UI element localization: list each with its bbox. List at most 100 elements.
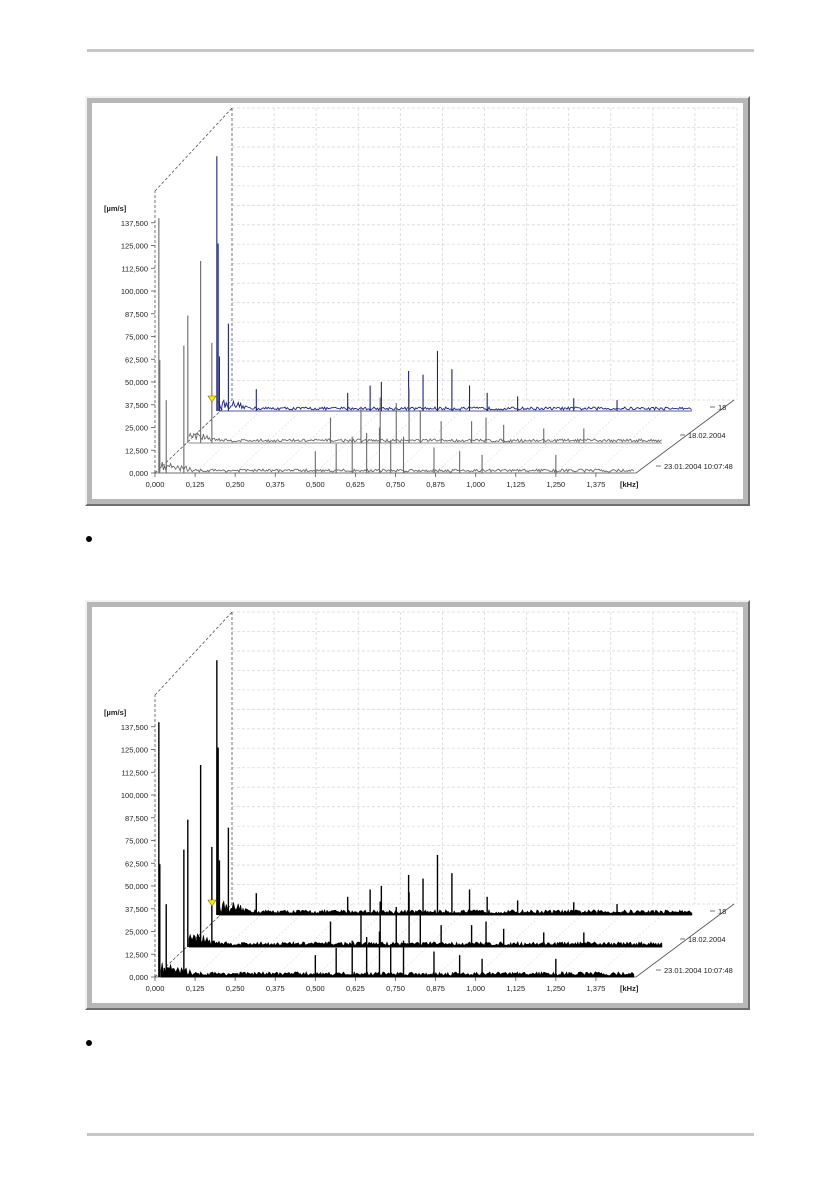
x-tick-label: 0,500 <box>306 984 325 993</box>
y-axis-label: [µm/s] <box>104 708 127 717</box>
floor-grid-line <box>475 399 553 474</box>
x-tick-label: 0,250 <box>226 984 245 993</box>
y-tick-label: 112,500 <box>121 768 148 777</box>
spectrum-series-2 <box>187 765 663 948</box>
spectrum-series-3 <box>216 156 692 412</box>
y-tick-label: 62,500 <box>125 859 148 868</box>
floor-grid-line <box>475 903 553 978</box>
x-tick-label: 0,125 <box>186 480 205 489</box>
depth-axis-line <box>635 903 735 978</box>
spectrum-trace-1 <box>160 461 635 473</box>
y-tick-label: 37,500 <box>125 401 148 410</box>
x-tick-label: 0,125 <box>186 984 205 993</box>
y-tick-label: 137,500 <box>121 723 148 732</box>
y-tick-label: 75,000 <box>125 333 148 342</box>
x-tick-label: 0,875 <box>426 480 445 489</box>
x-tick-label: 1,000 <box>466 480 485 489</box>
x-axis-ticks: 0,000 0,125 0,250 0,375 0,500 0,625 0,750 0,875… <box>146 977 606 993</box>
y-tick-label: 12,500 <box>125 950 148 959</box>
frame-top-diagonal <box>154 611 233 696</box>
spectrum-series-2 <box>187 261 662 444</box>
frame-top-diagonal <box>154 107 233 192</box>
depth-label: 18 <box>718 403 726 412</box>
floor-grid-line <box>395 399 473 474</box>
x-tick-label: 1,375 <box>587 984 606 993</box>
y-tick-label: 0,000 <box>129 973 148 982</box>
floor-left-diagonal <box>154 399 233 474</box>
depth-label: 18.02.2004 <box>688 431 726 440</box>
spectrum-trace-2 <box>188 431 662 444</box>
cursor-marker-group <box>207 395 217 403</box>
depth-axis-line <box>635 399 735 474</box>
x-tick-label: 0,750 <box>386 984 405 993</box>
x-tick-label: 1,125 <box>506 984 525 993</box>
x-axis-label: [kHz] <box>620 480 639 489</box>
depth-axis-labels: 23.01.2004 10:07:48 18.02.2004 18 <box>656 907 733 975</box>
y-tick-label: 25,000 <box>125 928 148 937</box>
chart-grid <box>231 107 738 401</box>
cursor-marker-group <box>207 899 217 907</box>
floor-grid-line <box>274 399 353 474</box>
x-tick-label: 0,625 <box>346 984 365 993</box>
x-tick-label: 0,375 <box>266 480 285 489</box>
depth-label: 18 <box>718 907 726 916</box>
spectrum-fill-1 <box>160 962 635 978</box>
floor-grid-line <box>274 903 353 978</box>
floor-grid-line <box>435 903 513 978</box>
header-rule <box>87 49 754 52</box>
y-tick-label: 137,500 <box>121 219 148 228</box>
y-tick-label: 37,500 <box>125 905 148 914</box>
x-tick-label: 1,250 <box>546 984 565 993</box>
floor-grid-line <box>194 399 273 474</box>
waterfall-chart-panel-2: 0,000 12,500 25,000 37,500 50,000 62,500 75,00… <box>85 600 750 1010</box>
floor-grid <box>154 903 674 978</box>
cursor-marker <box>207 395 217 403</box>
y-tick-label: 100,000 <box>121 287 148 296</box>
y-tick-label: 125,000 <box>121 746 148 755</box>
x-tick-label: 0,750 <box>386 480 405 489</box>
floor-grid-line <box>595 903 674 978</box>
x-tick-label: 0,875 <box>426 984 445 993</box>
y-axis-ticks: 0,000 12,500 25,000 37,500 50,000 62,500 75,00… <box>121 219 155 478</box>
waterfall-chart-2: 0,000 12,500 25,000 37,500 50,000 62,500 75,00… <box>92 607 743 1003</box>
floor-grid-line <box>234 903 313 978</box>
x-tick-label: 0,375 <box>266 984 285 993</box>
waterfall-chart-1: 0,000 12,500 25,000 37,500 50,000 62,500 75,00… <box>92 103 743 499</box>
cursor-marker <box>207 899 217 907</box>
floor-grid-line <box>194 903 273 978</box>
floor-grid-line <box>395 903 473 978</box>
y-tick-label: 125,000 <box>121 242 148 251</box>
spectrum-series-1 <box>158 218 635 474</box>
y-tick-label: 25,000 <box>125 424 148 433</box>
bullet-2 <box>86 1040 92 1046</box>
x-tick-label: 1,125 <box>506 480 525 489</box>
floor-grid-line <box>515 399 594 474</box>
y-tick-label: 50,000 <box>125 882 148 891</box>
footer-rule <box>87 1133 754 1136</box>
x-tick-label: 0,000 <box>146 984 165 993</box>
floor-grid-line <box>595 399 674 474</box>
y-tick-label: 112,500 <box>121 264 148 273</box>
y-tick-label: 0,000 <box>129 469 148 478</box>
floor-grid-line <box>515 903 594 978</box>
depth-axis-labels: 23.01.2004 10:07:48 18.02.2004 18 <box>656 403 733 471</box>
floor-grid-line <box>355 399 433 474</box>
y-tick-label: 87,500 <box>125 814 148 823</box>
floor-grid-line <box>315 399 393 474</box>
y-tick-label: 75,000 <box>125 837 148 846</box>
y-tick-label: 100,000 <box>121 791 148 800</box>
floor-left-diagonal <box>154 903 233 978</box>
y-axis-label: [µm/s] <box>104 204 127 213</box>
x-tick-label: 0,625 <box>346 480 365 489</box>
depth-label: 23.01.2004 10:07:48 <box>664 462 733 471</box>
x-tick-label: 1,250 <box>546 480 565 489</box>
spectrum-series-3 <box>216 660 693 916</box>
spectrum-series-1 <box>158 722 635 978</box>
x-axis-label: [kHz] <box>620 984 639 993</box>
x-tick-label: 0,000 <box>146 480 165 489</box>
y-tick-label: 87,500 <box>125 310 148 319</box>
floor-grid-line <box>555 399 634 474</box>
y-axis-ticks: 0,000 12,500 25,000 37,500 50,000 62,500 75,00… <box>121 723 155 982</box>
depth-label: 23.01.2004 10:07:48 <box>664 966 733 975</box>
bullet-1 <box>86 536 92 542</box>
